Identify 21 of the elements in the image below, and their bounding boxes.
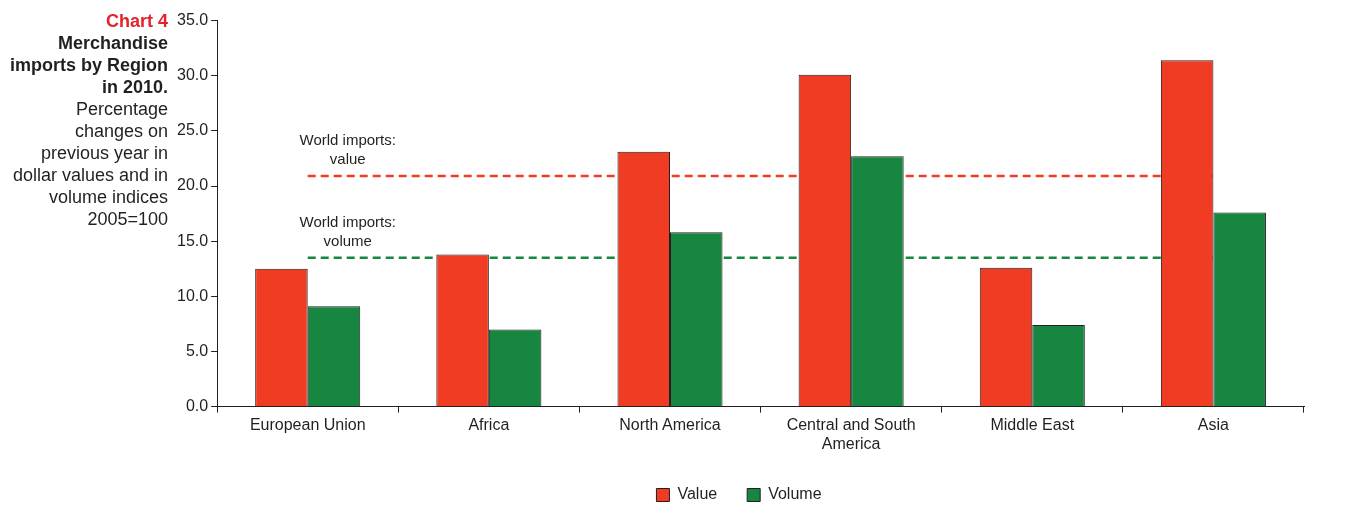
x-tick-label: Central and South America: [786, 415, 916, 452]
y-tick-label: 20.0: [177, 176, 209, 194]
x-tick-label: Asia: [1197, 415, 1230, 433]
y-tick-label: 15.0: [177, 231, 209, 249]
x-tick-label: North America: [619, 415, 721, 433]
y-tick-label: 5.0: [185, 341, 209, 359]
y-tick-label: 25.0: [177, 121, 209, 139]
x-tick-label: European Union: [249, 415, 366, 433]
y-tick-label: 0.0: [185, 397, 209, 415]
text: Percentage changes on previous year in dollar values and in volume indices 2005=100: [11, 98, 168, 230]
text: Chart 4: [105, 10, 168, 32]
legend-label: Volume: [768, 485, 822, 503]
ref-line-label: World imports: volume: [299, 212, 396, 249]
y-tick-label: 30.0: [177, 66, 209, 84]
y-tick-label: 35.0: [177, 11, 209, 29]
ref-line-label: World imports: value: [299, 131, 396, 168]
y-tick-label: 10.0: [177, 286, 209, 304]
legend-label: Value: [677, 485, 718, 503]
x-tick-label: Africa: [468, 415, 510, 433]
text: Merchandise imports by Region in 2010.: [9, 32, 168, 98]
x-tick-label: Middle East: [990, 415, 1075, 433]
